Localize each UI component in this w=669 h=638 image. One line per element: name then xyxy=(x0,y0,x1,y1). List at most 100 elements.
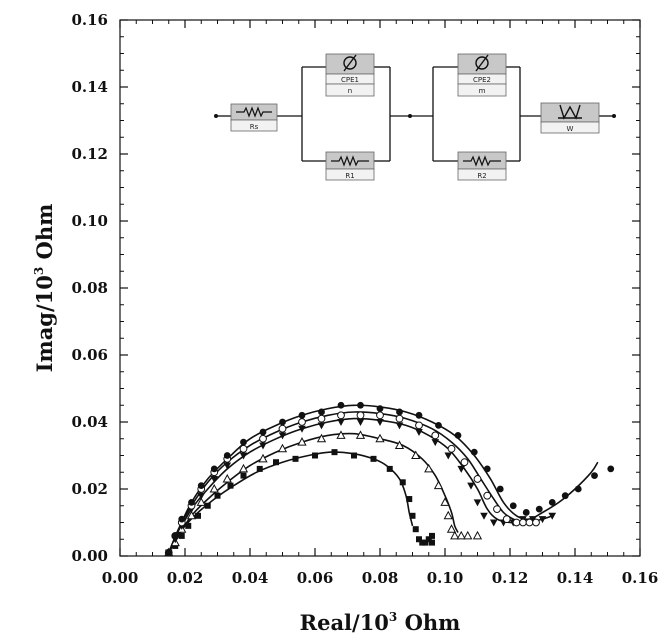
data-point-circle-filled xyxy=(454,432,462,439)
data-point-square xyxy=(240,472,247,479)
cpe2-element: CPE2 m xyxy=(457,53,507,97)
data-point-circle-open xyxy=(525,518,534,527)
data-point-circle-filled xyxy=(210,465,218,473)
x-tick-label: 0.12 xyxy=(492,569,529,587)
data-point-triangle-up xyxy=(450,530,460,540)
data-point-square xyxy=(312,452,318,459)
data-point-triangle-down xyxy=(298,425,306,433)
data-point-circle-filled xyxy=(435,421,442,429)
data-point-circle-filled xyxy=(522,509,530,516)
y-axis-title: Imag/103 Ohm xyxy=(32,204,57,373)
data-point-square xyxy=(351,452,357,459)
x-tick-label: 0.00 xyxy=(102,569,139,587)
data-point-triangle-up xyxy=(424,463,434,473)
data-point-triangle-down xyxy=(376,419,384,426)
data-point-square xyxy=(292,455,299,462)
data-point-triangle-up xyxy=(209,483,219,493)
data-point-triangle-down xyxy=(538,516,547,524)
data-point-triangle-up xyxy=(472,530,483,540)
data-point-circle-open xyxy=(532,518,540,527)
y-tick-label: 0.16 xyxy=(71,11,108,29)
data-point-circle-filled xyxy=(376,405,384,412)
data-point-triangle-up xyxy=(196,497,206,506)
warburg-symbol-icon xyxy=(558,104,582,120)
data-point-circle-open xyxy=(415,421,423,430)
data-point-circle-open xyxy=(376,411,384,420)
data-point-circle-open xyxy=(431,431,440,440)
data-point-triangle-up xyxy=(316,433,327,443)
data-point-circle-open xyxy=(460,458,469,467)
y-tick-label: 0.08 xyxy=(71,279,108,297)
data-point-triangle-up xyxy=(446,524,457,533)
resistor-rs-zigzag xyxy=(236,106,272,118)
data-point-square xyxy=(409,512,416,519)
data-point-triangle-up xyxy=(238,463,249,473)
resistor-r2-label: R2 xyxy=(477,172,486,180)
data-point-triangle-up xyxy=(186,510,197,520)
data-point-triangle-up xyxy=(297,437,307,446)
data-point-triangle-up xyxy=(222,473,232,483)
x-axis-title-sup: 3 xyxy=(389,610,397,624)
data-point-triangle-down xyxy=(337,419,345,426)
resistor-r1-label-box xyxy=(325,168,375,181)
data-point-circle-filled xyxy=(607,465,615,473)
data-point-triangle-down xyxy=(356,419,365,426)
data-point-triangle-down xyxy=(457,465,466,473)
x-tick-labels: 0.00 0.02 0.04 0.06 0.08 0.10 0.12 0.14 0.16 xyxy=(102,569,659,587)
data-point-triangle-down xyxy=(548,512,557,520)
warburg-element: W xyxy=(540,102,600,134)
resistor-r1-zigzag xyxy=(331,155,369,167)
x-tick-label: 0.10 xyxy=(427,569,464,587)
data-point-circle-open xyxy=(512,518,521,527)
data-point-circle-filled xyxy=(548,499,556,506)
data-point-circle-open xyxy=(239,444,248,453)
data-point-triangle-up xyxy=(277,443,288,453)
data-point-circle-filled xyxy=(591,472,598,479)
plot-frame xyxy=(119,19,641,557)
cpe2-label: CPE2 xyxy=(473,76,491,84)
data-point-square xyxy=(273,459,279,466)
data-point-circle-filled xyxy=(483,465,491,473)
data-point-square xyxy=(399,479,406,486)
data-point-circle-open xyxy=(483,491,492,500)
data-point-triangle-up xyxy=(394,440,405,449)
y-axis-title-base: Imag/10 xyxy=(32,275,57,372)
data-point-triangle-up xyxy=(355,430,366,439)
cpe1-symbol-icon xyxy=(343,54,357,72)
node-right xyxy=(612,114,616,118)
warburg-label-box xyxy=(540,121,600,134)
data-point-circle-filled xyxy=(337,401,345,409)
data-point-circle-filled xyxy=(197,482,205,490)
y-tick-label: 0.00 xyxy=(71,547,108,565)
data-point-triangle-down xyxy=(223,462,232,470)
x-tick-label: 0.14 xyxy=(557,569,594,587)
data-point-triangle-down xyxy=(395,422,404,430)
data-point-triangle-down xyxy=(415,429,423,437)
data-point-square xyxy=(419,539,426,546)
data-point-square xyxy=(416,536,422,543)
fit-line-triangle-up xyxy=(168,432,459,554)
data-point-circle-open xyxy=(447,444,456,453)
x-tick-label: 0.06 xyxy=(297,569,334,587)
resistor-r2-zigzag xyxy=(463,155,501,167)
data-point-square xyxy=(370,455,377,462)
data-point-circle-open xyxy=(259,434,267,443)
x-tick-label: 0.16 xyxy=(622,569,659,587)
data-point-triangle-down xyxy=(259,442,267,450)
cpe2-param: m xyxy=(479,87,486,95)
data-point-triangle-up xyxy=(456,530,466,540)
data-point-circle-filled xyxy=(415,411,423,419)
cpe2-param-box xyxy=(457,83,507,97)
data-point-circle-filled xyxy=(357,401,364,409)
data-point-square xyxy=(204,502,211,509)
resistor-r2-label-box xyxy=(457,168,507,181)
y-tick-label: 0.14 xyxy=(71,78,108,96)
resistor-r2: R2 xyxy=(457,151,507,181)
data-point-triangle-down xyxy=(489,519,498,527)
data-point-circle-filled xyxy=(496,485,504,493)
data-point-triangle-down xyxy=(317,422,326,430)
resistor-r1: R1 xyxy=(325,151,375,181)
x-tick-label: 0.08 xyxy=(362,569,399,587)
axis-ticks xyxy=(119,19,641,557)
